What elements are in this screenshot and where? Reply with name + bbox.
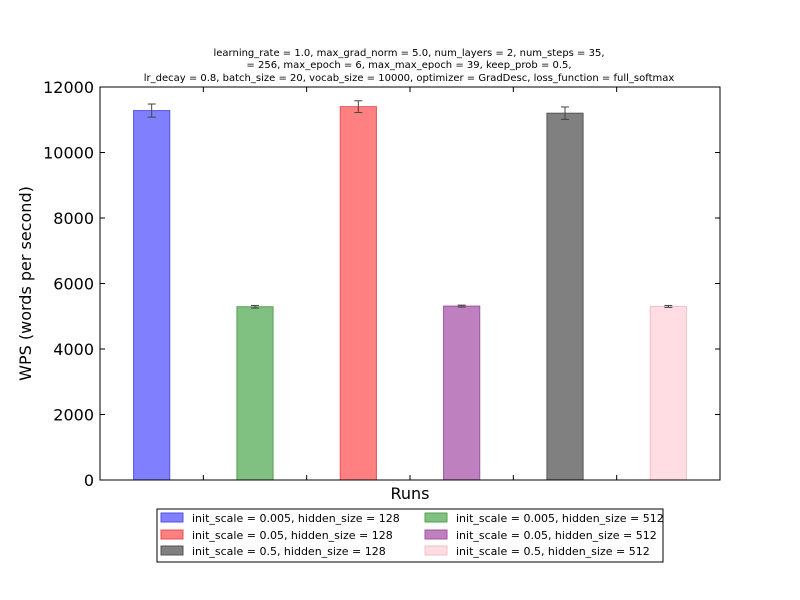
legend-swatch-3 [160,529,184,540]
y-axis-ticks: 0 2000 4000 6000 8000 10000 12000 [43,78,720,490]
bars [133,106,687,481]
legend-swatch-2 [424,512,448,523]
title-line-1: learning_rate = 1.0, max_grad_norm = 5.0… [213,48,604,59]
legend-label-6: init_scale = 0.5, hidden_size = 512 [456,545,650,558]
bar-3 [339,106,377,481]
plot-frame [99,86,721,481]
legend-label-1: init_scale = 0.005, hidden_size = 128 [192,512,400,525]
y-tick-label-0: 0 [84,471,94,490]
bar-4 [443,305,481,481]
legend-swatch-6 [424,545,448,556]
legend-label-5: init_scale = 0.5, hidden_size = 128 [192,545,386,558]
legend-swatch-4 [424,529,448,540]
y-axis-label: WPS (words per second) [16,186,35,381]
legend-label-2: init_scale = 0.005, hidden_size = 512 [456,512,664,525]
y-tick-label-6000: 6000 [53,275,94,294]
legend-swatch-5 [160,545,184,556]
bar-5 [546,112,584,481]
title-line-2: = 256, max_epoch = 6, max_max_epoch = 39… [246,60,571,71]
y-tick-label-10000: 10000 [43,144,94,163]
legend-label-3: init_scale = 0.05, hidden_size = 128 [192,529,393,542]
bar-6 [649,305,687,481]
chart-title: learning_rate = 1.0, max_grad_norm = 5.0… [144,48,675,84]
bar-1 [133,110,171,481]
legend-box [156,508,664,563]
x-axis-ticks [202,87,618,480]
y-tick-label-2000: 2000 [53,406,94,425]
legend: init_scale = 0.005, hidden_size = 128 ini… [156,508,664,563]
legend-swatch-1 [160,512,184,523]
x-axis-label: Runs [390,484,429,503]
y-tick-label-12000: 12000 [43,78,94,97]
error-bars [147,100,673,309]
bar-2 [236,306,274,481]
y-tick-label-8000: 8000 [53,209,94,228]
title-line-3: lr_decay = 0.8, batch_size = 20, vocab_s… [144,73,675,84]
legend-label-4: init_scale = 0.05, hidden_size = 512 [456,529,657,542]
y-tick-label-4000: 4000 [53,340,94,359]
